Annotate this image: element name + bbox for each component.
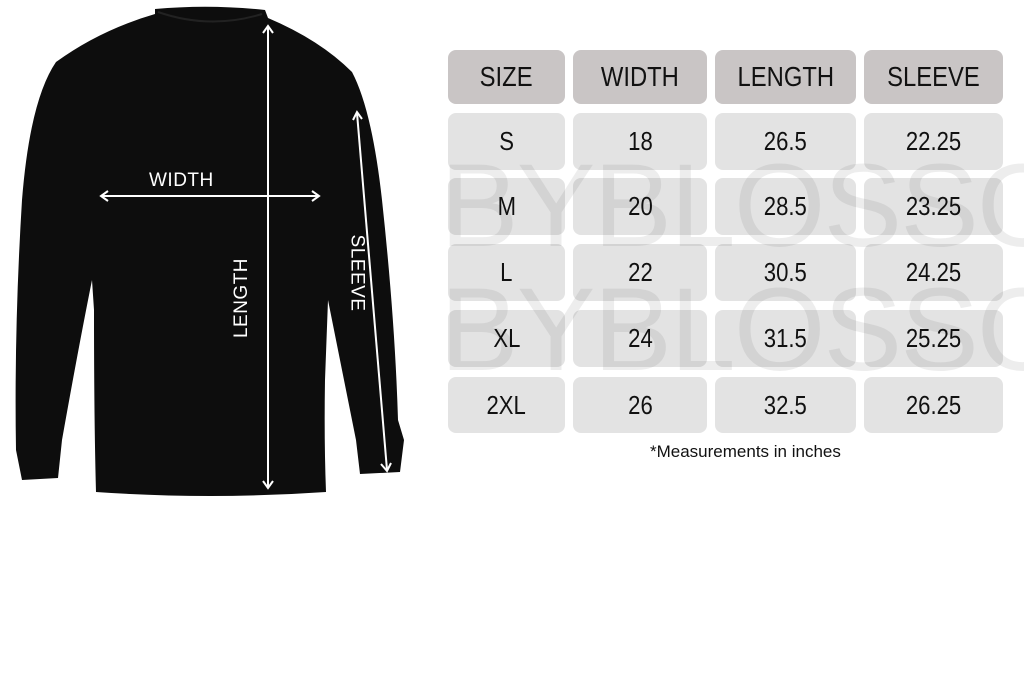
cell-text: 22.25	[905, 126, 962, 156]
cell-text: SIZE	[480, 61, 533, 92]
cell-text: 18	[627, 126, 653, 156]
table-cell: 25.25	[864, 310, 1003, 367]
cell-text: 25.25	[905, 323, 962, 353]
measurement-arrows	[99, 24, 392, 490]
table-cell: 30.5	[715, 244, 856, 301]
table-cell: 32.5	[715, 377, 856, 433]
cell-text: 23.25	[905, 191, 962, 221]
cell-text: S	[499, 126, 514, 156]
table-cell: 23.25	[864, 178, 1003, 235]
cell-text: 22	[627, 257, 653, 287]
cell-text: 24.25	[905, 257, 962, 287]
table-cell: 20	[573, 178, 707, 235]
cell-text: L	[500, 257, 513, 287]
table-cell: 31.5	[715, 310, 856, 367]
longsleeve-shirt-diagram	[15, 6, 404, 497]
table-cell: 18	[573, 113, 707, 170]
header-cell: LENGTH	[715, 50, 856, 104]
cell-text: 30.5	[763, 257, 808, 287]
table-cell: S	[448, 113, 565, 170]
table-cell: 22.25	[864, 113, 1003, 170]
cell-text: 26.5	[763, 126, 808, 156]
header-cell: SLEEVE	[864, 50, 1003, 104]
cell-text: 26.25	[905, 389, 962, 420]
cell-text: 32.5	[763, 389, 808, 420]
width-label: WIDTH	[149, 170, 214, 191]
cell-text: 20	[627, 191, 653, 221]
length-label: LENGTH	[231, 257, 253, 339]
cell-text: 2XL	[486, 389, 527, 420]
table-cell: M	[448, 178, 565, 235]
cell-text: 24	[627, 323, 653, 353]
table-cell: 2XL	[448, 377, 565, 433]
sleeve-label: SLEEVE	[346, 234, 368, 312]
cell-text: 26	[627, 389, 653, 420]
shirt-shape	[15, 6, 404, 497]
table-cell: 24	[573, 310, 707, 367]
cell-text: M	[497, 191, 516, 221]
cell-text: 31.5	[763, 323, 808, 353]
cell-text: SLEEVE	[887, 61, 980, 92]
table-cell: 26.25	[864, 377, 1003, 433]
table-cell: 26	[573, 377, 707, 433]
table-cell: 22	[573, 244, 707, 301]
table-cell: 24.25	[864, 244, 1003, 301]
measurement-note: *Measurements in inches	[650, 442, 841, 461]
header-cell: SIZE	[448, 50, 565, 104]
table-cell: L	[448, 244, 565, 301]
cell-text: XL	[492, 323, 521, 353]
table-cell: XL	[448, 310, 565, 367]
header-cell: WIDTH	[573, 50, 707, 104]
table-cell: 28.5	[715, 178, 856, 235]
table-cell: 26.5	[715, 113, 856, 170]
cell-text: LENGTH	[737, 61, 834, 92]
cell-text: WIDTH	[600, 61, 679, 92]
cell-text: 28.5	[763, 191, 808, 221]
